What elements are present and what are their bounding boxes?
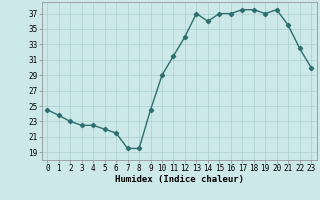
X-axis label: Humidex (Indice chaleur): Humidex (Indice chaleur) — [115, 175, 244, 184]
